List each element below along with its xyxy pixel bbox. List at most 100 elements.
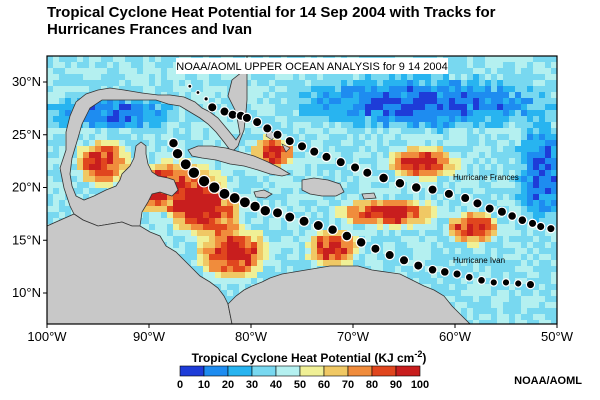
heat-cell (503, 56, 510, 63)
heat-cell (191, 92, 198, 99)
heat-cell (533, 140, 540, 147)
heat-cell (137, 110, 144, 117)
heat-cell (83, 134, 90, 141)
heat-cell (497, 56, 504, 63)
heat-cell (221, 272, 228, 279)
heat-cell (293, 260, 300, 267)
heat-cell (65, 92, 72, 99)
heat-cell (527, 92, 534, 99)
heat-cell (407, 110, 414, 117)
heat-cell (545, 218, 552, 225)
heat-cell (377, 170, 384, 177)
heat-cell (365, 146, 372, 153)
heat-cell (437, 236, 444, 243)
heat-cell (503, 98, 510, 105)
heat-cell (449, 212, 456, 219)
heat-cell (521, 110, 528, 117)
heat-cell (515, 230, 522, 237)
heat-cell (383, 248, 390, 255)
heat-cell (89, 182, 96, 189)
heat-cell (551, 158, 557, 165)
heat-cell (467, 128, 474, 135)
heat-cell (449, 116, 456, 123)
heat-cell (239, 188, 246, 195)
heat-cell (95, 188, 102, 195)
heat-cell (467, 122, 474, 129)
heat-cell (503, 284, 510, 291)
heat-cell (125, 62, 132, 69)
heat-cell (407, 164, 414, 171)
heat-cell (179, 218, 186, 225)
heat-cell (467, 314, 474, 321)
heat-cell (329, 194, 336, 201)
heat-cell (545, 170, 552, 177)
heat-cell (185, 152, 192, 159)
heat-cell (383, 74, 390, 81)
heat-cell (419, 224, 426, 231)
heat-cell (209, 242, 216, 249)
heat-cell (281, 266, 288, 273)
heat-cell (149, 164, 156, 171)
heat-cell (353, 116, 360, 123)
heat-cell (449, 56, 456, 63)
heat-cell (329, 170, 336, 177)
heat-cell (365, 104, 372, 111)
heat-cell (551, 122, 557, 129)
heat-cell (479, 284, 486, 291)
heat-cell (485, 242, 492, 249)
heat-cell (485, 290, 492, 297)
heat-cell (407, 170, 414, 177)
heat-cell (503, 272, 510, 279)
heat-cell (437, 254, 444, 261)
heat-cell (101, 176, 108, 183)
ivan-track-point (355, 236, 367, 248)
heat-cell (71, 182, 78, 189)
heat-cell (539, 218, 546, 225)
heat-cell (125, 158, 132, 165)
heat-cell (389, 122, 396, 129)
heat-cell (413, 254, 420, 261)
heat-cell (389, 224, 396, 231)
heat-cell (293, 158, 300, 165)
heat-cell (335, 224, 342, 231)
heat-cell (221, 74, 228, 81)
heat-cell (89, 128, 96, 135)
heat-cell (161, 110, 168, 117)
heat-cell (119, 110, 126, 117)
ivan-track-point (341, 230, 353, 242)
heat-cell (305, 134, 312, 141)
heat-cell (299, 206, 306, 213)
heat-cell (239, 272, 246, 279)
heat-cell (281, 80, 288, 87)
heat-cell (245, 140, 252, 147)
heat-cell (155, 194, 162, 201)
heat-cell (53, 176, 60, 183)
heat-cell (455, 80, 462, 87)
heat-cell (143, 80, 150, 87)
heat-cell (113, 98, 120, 105)
heat-cell (497, 272, 504, 279)
frances-track-point (284, 135, 295, 147)
heat-cell (455, 218, 462, 225)
heat-cell (143, 68, 150, 75)
heat-cell (527, 254, 534, 261)
heat-cell (473, 116, 480, 123)
heat-cell (143, 224, 150, 231)
heat-cell (521, 188, 528, 195)
heat-cell (533, 152, 540, 159)
heat-cell (461, 290, 468, 297)
heat-cell (179, 200, 186, 207)
heat-cell (221, 140, 228, 147)
heat-cell (329, 134, 336, 141)
heat-cell (281, 74, 288, 81)
heat-cell (449, 218, 456, 225)
heat-cell (473, 80, 480, 87)
heat-cell (161, 116, 168, 123)
heat-cell (371, 266, 378, 273)
heat-cell (299, 194, 306, 201)
heat-cell (191, 80, 198, 87)
ivan-track-point (398, 255, 410, 266)
heat-cell (359, 176, 366, 183)
heat-cell (257, 242, 264, 249)
heat-cell (137, 134, 144, 141)
